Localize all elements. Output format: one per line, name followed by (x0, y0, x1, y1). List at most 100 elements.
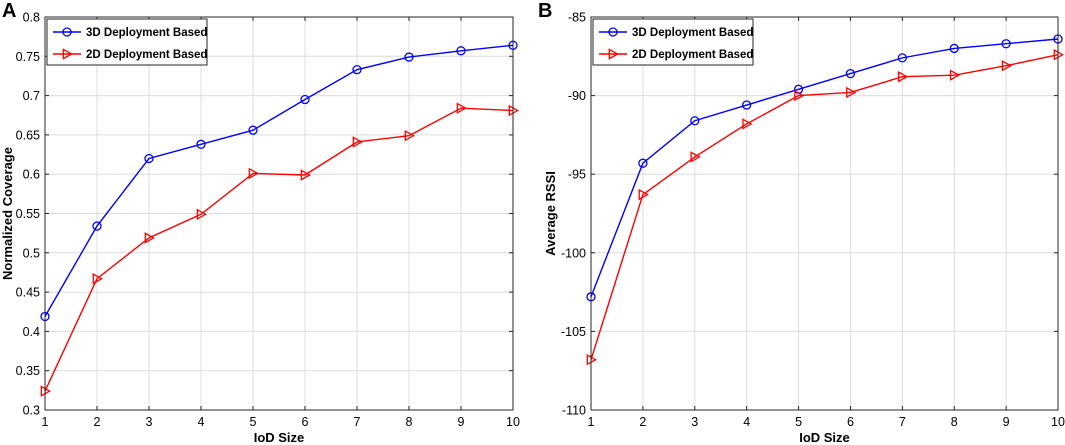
y-tick-label: -90 (568, 89, 586, 103)
legend-label: 2D Deployment Based (632, 49, 753, 61)
data-point (638, 188, 649, 201)
series-2d-deployment (586, 49, 1064, 366)
x-tick-label: 9 (458, 415, 465, 429)
data-point (846, 86, 857, 99)
x-tick-label: 9 (1003, 415, 1010, 429)
series-2d-deployment (40, 102, 519, 397)
series-line (44, 44, 514, 317)
data-point (949, 43, 959, 54)
series-line (590, 54, 1059, 360)
legend-item-3d: 3D Deployment Based (53, 27, 207, 39)
y-axis-label: Average RSSI (543, 171, 558, 256)
legend-label: 3D Deployment Based (632, 27, 753, 39)
data-point (742, 118, 753, 130)
panel-letter: B (538, 0, 552, 22)
x-tick-label: 3 (691, 415, 698, 429)
x-tick-label: 5 (795, 415, 802, 429)
data-point (92, 273, 103, 285)
data-point (690, 116, 700, 126)
y-tick-label: 0.45 (16, 286, 40, 300)
legend-item-2d: 2D Deployment Based (599, 48, 753, 61)
data-point (949, 69, 961, 81)
legend-item-3d: 3D Deployment Based (599, 27, 753, 39)
x-tick-label: 8 (406, 415, 413, 429)
y-tick-label: 0.3 (23, 404, 40, 418)
data-point (92, 221, 102, 231)
data-point (248, 125, 258, 135)
chart-panel-a: 1 2 3 4 5 6 7 8 9 10 0.3 0.35 0.4 0.45 0.5 0.55 0.6 0.65 0… (0, 0, 520, 445)
data-point (352, 136, 363, 148)
x-tick-label: 10 (1051, 415, 1065, 429)
y-tick-label: 0.5 (23, 246, 40, 260)
x-tick-label: 1 (42, 415, 49, 429)
x-tick-label: 2 (639, 415, 646, 429)
legend-marker (62, 48, 73, 60)
x-tick-label: 4 (198, 415, 205, 429)
data-point (742, 100, 752, 110)
data-point (456, 46, 466, 56)
series-line (590, 38, 1059, 298)
data-point (404, 52, 414, 62)
plot-area (591, 17, 1058, 410)
y-tick-label: 0.7 (23, 89, 40, 103)
legend-label: 3D Deployment Based (86, 27, 207, 39)
x-tick-label: 7 (899, 415, 906, 429)
y-tick-label: 0.4 (23, 325, 40, 339)
data-point (144, 153, 154, 164)
data-point (404, 129, 415, 142)
y-tick-label: 0.65 (16, 128, 40, 142)
data-point (300, 169, 311, 181)
data-point (638, 158, 648, 168)
plot-frame (590, 16, 1059, 411)
data-point (196, 139, 206, 149)
y-tick-label: 0.55 (16, 207, 40, 221)
legend-label: 2D Deployment Based (86, 49, 207, 61)
data-point (1001, 39, 1011, 49)
data-point (300, 94, 310, 105)
y-tick-label: -95 (568, 168, 586, 182)
data-point (845, 68, 856, 79)
legend-box (46, 18, 208, 66)
data-point (794, 89, 805, 102)
x-axis-label: IoD Size (799, 430, 850, 445)
legend-marker (608, 48, 619, 60)
y-tick-label: -110 (562, 404, 586, 418)
x-axis-label: IoD Size (254, 430, 305, 445)
data-point (897, 53, 907, 63)
data-point (1001, 60, 1013, 72)
x-tick-label: 6 (302, 415, 309, 429)
data-point (352, 65, 362, 75)
x-tick-label: 3 (146, 415, 153, 429)
data-point (196, 208, 207, 220)
y-tick-label: 0.8 (23, 11, 40, 25)
x-tick-label: 8 (951, 415, 958, 429)
y-axis-label: Normalized Coverage (0, 147, 15, 280)
y-tick-label: 0.6 (23, 168, 40, 182)
legend-box (592, 18, 754, 66)
data-point (248, 167, 259, 180)
y-tick-label: -100 (561, 246, 586, 260)
data-point (690, 151, 701, 163)
data-point (456, 102, 467, 114)
legend-item-2d: 2D Deployment Based (53, 48, 207, 61)
y-tick-label: 0.75 (16, 50, 40, 64)
x-tick-label: 4 (743, 415, 750, 429)
x-tick-label: 5 (250, 415, 257, 429)
y-tick-label: 0.35 (16, 364, 40, 378)
x-tick-label: 7 (354, 415, 361, 429)
data-point (898, 71, 909, 83)
plot-frame (44, 16, 514, 411)
x-tick-label: 10 (506, 415, 520, 429)
x-tick-label: 1 (588, 415, 595, 429)
y-tick-label: -105 (561, 325, 586, 339)
y-tick-label: -85 (568, 11, 586, 25)
x-tick-label: 6 (847, 415, 854, 429)
x-tick-label: 2 (94, 415, 101, 429)
panel-letter: A (2, 0, 16, 22)
data-point (144, 232, 155, 244)
series-line (44, 107, 514, 392)
legend-marker (608, 27, 618, 37)
legend-marker (62, 27, 72, 37)
legend: 3D Deployment Based 2D Deployment Based (46, 18, 208, 66)
